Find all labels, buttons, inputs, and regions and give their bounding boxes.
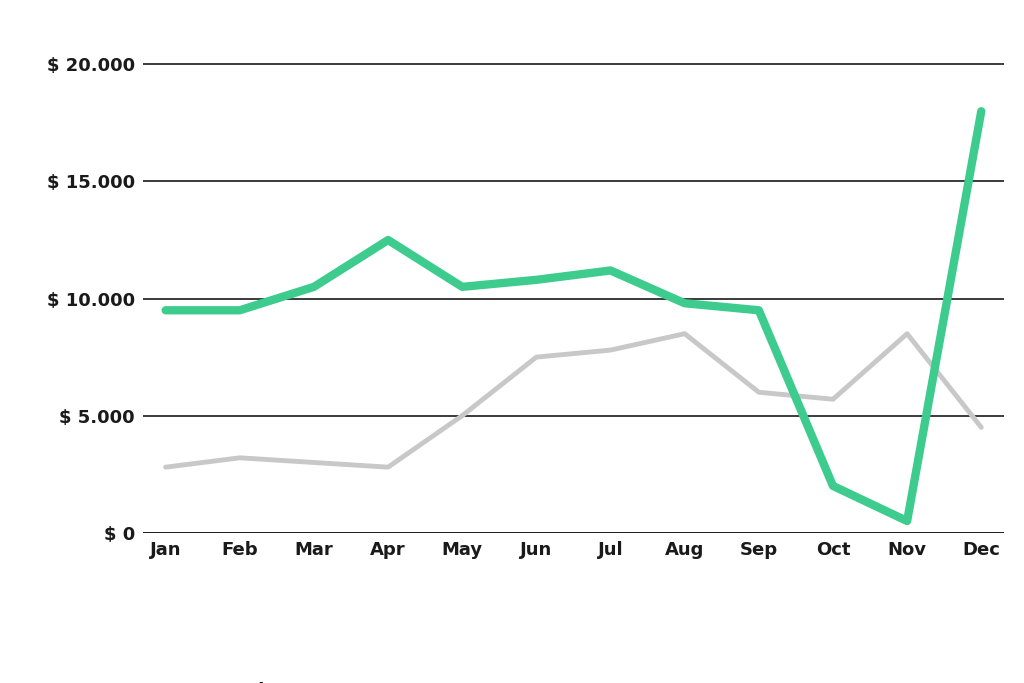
Legend: First payment, Repeat purchase: First payment, Repeat purchase — [153, 680, 417, 683]
